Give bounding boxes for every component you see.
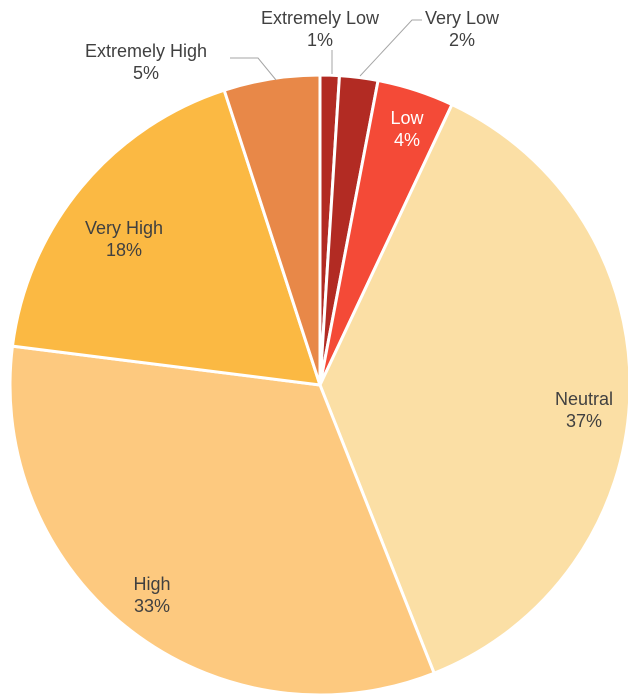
data-label-category: Very Low [425,8,500,28]
data-label-percent: 2% [449,30,475,50]
data-label-category: Low [390,108,424,128]
data-label-low: Low 4% [390,108,424,150]
leader-line-very-low [359,19,422,77]
data-label-percent: 4% [394,130,420,150]
data-label-category: High [133,574,170,594]
data-label-extremely-low: Extremely Low 1% [261,8,380,50]
pie-slice-high [8,344,436,697]
pie-slice-neutral [318,103,628,675]
pie-slice-very-high [10,88,322,387]
data-label-neutral: Neutral 37% [555,389,613,431]
data-label-percent: 37% [566,411,602,431]
data-label-category: Extremely High [85,41,207,61]
data-label-category: Extremely Low [261,8,380,28]
data-label-very-low: Very Low 2% [425,8,500,50]
data-label-high: High 33% [133,574,170,616]
data-label-category: Very High [85,218,163,238]
leader-line-extremely-high [230,57,277,81]
data-label-percent: 33% [134,596,170,616]
data-label-extremely-high: Extremely High 5% [85,41,207,83]
data-label-category: Neutral [555,389,613,409]
data-label-percent: 5% [133,63,159,83]
pie-slice-extremely-high [222,73,322,387]
data-label-percent: 18% [106,240,142,260]
data-label-very-high: Very High 18% [85,218,163,260]
data-label-percent: 1% [307,30,333,50]
